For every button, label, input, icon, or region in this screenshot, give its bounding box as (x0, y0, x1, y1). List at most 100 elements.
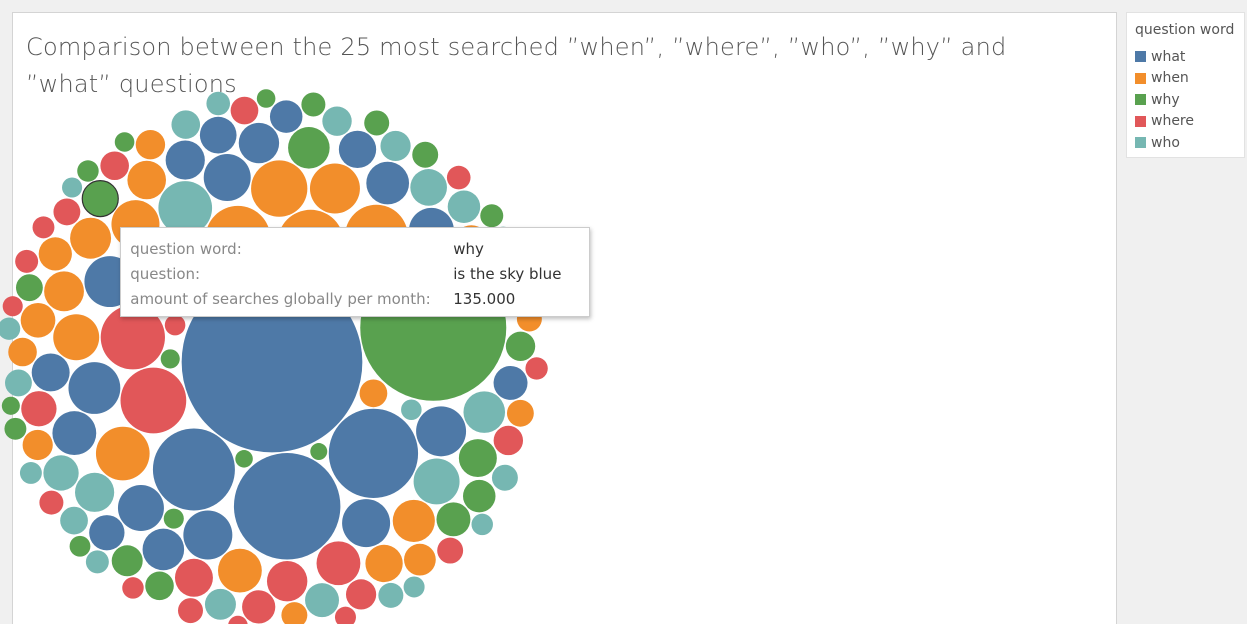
bubble[interactable] (458, 439, 497, 478)
bubble[interactable] (401, 399, 422, 421)
bubble[interactable] (53, 314, 100, 361)
bubble[interactable] (100, 305, 165, 370)
bubble[interactable] (181, 271, 363, 453)
bubble[interactable] (345, 579, 377, 610)
bubble[interactable] (39, 490, 64, 515)
bubble[interactable] (44, 271, 84, 312)
bubble[interactable] (171, 110, 201, 139)
bubble[interactable] (378, 582, 404, 608)
bubble[interactable] (447, 190, 481, 223)
bubble[interactable] (174, 558, 213, 597)
bubble[interactable] (89, 515, 125, 551)
bubble[interactable] (413, 458, 460, 505)
bubble[interactable] (183, 510, 233, 560)
bubble[interactable] (230, 96, 259, 125)
bubble[interactable] (20, 302, 56, 338)
bubble[interactable] (142, 528, 185, 571)
bubble[interactable] (316, 541, 361, 586)
bubble[interactable] (160, 349, 180, 369)
bubble[interactable] (235, 450, 253, 468)
bubble[interactable] (462, 479, 496, 513)
bubble[interactable] (15, 249, 39, 273)
bubble[interactable] (305, 583, 339, 618)
bubble[interactable] (178, 598, 203, 624)
bubble[interactable] (238, 122, 280, 164)
bubble[interactable] (480, 204, 504, 228)
bubble[interactable] (505, 331, 536, 361)
bubble[interactable] (81, 180, 119, 218)
bubble[interactable] (111, 545, 143, 577)
bubble[interactable] (120, 367, 187, 434)
bubble[interactable] (310, 443, 328, 461)
bubble[interactable] (4, 417, 27, 440)
bubble[interactable] (380, 130, 411, 162)
bubble[interactable] (204, 588, 236, 620)
bubble[interactable] (392, 499, 435, 542)
bubble[interactable] (0, 317, 21, 340)
bubble[interactable] (62, 177, 83, 198)
bubble[interactable] (269, 100, 303, 133)
bubble[interactable] (100, 151, 129, 181)
bubble[interactable] (366, 161, 410, 205)
bubble[interactable] (242, 590, 276, 624)
bubble[interactable] (5, 369, 32, 397)
bubble[interactable] (21, 391, 57, 427)
bubble[interactable] (266, 561, 308, 602)
bubble[interactable] (85, 550, 109, 574)
bubble[interactable] (493, 425, 524, 456)
bubble[interactable] (412, 141, 439, 168)
bubble[interactable] (446, 165, 471, 190)
bubble[interactable] (338, 130, 377, 169)
bubble[interactable] (15, 274, 43, 302)
bubble[interactable] (70, 217, 112, 259)
bubble[interactable] (288, 126, 330, 169)
bubble[interactable] (228, 615, 248, 624)
bubble[interactable] (135, 130, 166, 160)
bubble[interactable] (301, 92, 326, 117)
bubble[interactable] (77, 160, 99, 182)
bubble[interactable] (60, 506, 88, 535)
bubble[interactable] (364, 110, 390, 136)
bubble[interactable] (342, 499, 391, 548)
bubble[interactable] (114, 132, 135, 152)
bubble[interactable] (75, 472, 115, 512)
bubble[interactable] (38, 237, 72, 271)
bubble[interactable] (359, 379, 388, 408)
bubble[interactable] (437, 537, 464, 564)
bubble[interactable] (8, 337, 37, 367)
bubble[interactable] (19, 461, 42, 484)
bubble[interactable] (404, 543, 436, 576)
bubble[interactable] (43, 455, 79, 491)
bubble[interactable] (164, 314, 186, 336)
bubble[interactable] (525, 357, 548, 380)
bubble[interactable] (32, 216, 55, 239)
bubble[interactable] (436, 502, 471, 537)
bubble[interactable] (152, 428, 235, 511)
bubble[interactable] (117, 484, 164, 531)
bubble[interactable] (122, 577, 144, 599)
bubble[interactable] (493, 365, 528, 400)
bubble[interactable] (163, 508, 184, 529)
bubble[interactable] (309, 163, 360, 214)
bubble[interactable] (206, 91, 231, 116)
bubble[interactable] (256, 89, 276, 108)
bubble[interactable] (52, 411, 97, 455)
bubble[interactable] (217, 548, 262, 593)
bubble[interactable] (471, 513, 493, 536)
bubble[interactable] (410, 169, 447, 206)
bubble[interactable] (95, 426, 150, 481)
bubble[interactable] (463, 391, 506, 433)
bubble[interactable] (199, 116, 237, 154)
bubble[interactable] (68, 362, 121, 414)
bubble[interactable] (69, 535, 91, 557)
bubble[interactable] (322, 106, 352, 136)
bubble[interactable] (53, 198, 81, 226)
bubble[interactable] (31, 353, 70, 392)
bubble[interactable] (328, 408, 419, 498)
bubble[interactable] (365, 544, 403, 583)
bubble[interactable] (127, 160, 166, 200)
bubble[interactable] (416, 406, 467, 457)
bubble[interactable] (1, 396, 20, 415)
bubble[interactable] (506, 399, 534, 427)
bubble[interactable] (2, 296, 23, 317)
